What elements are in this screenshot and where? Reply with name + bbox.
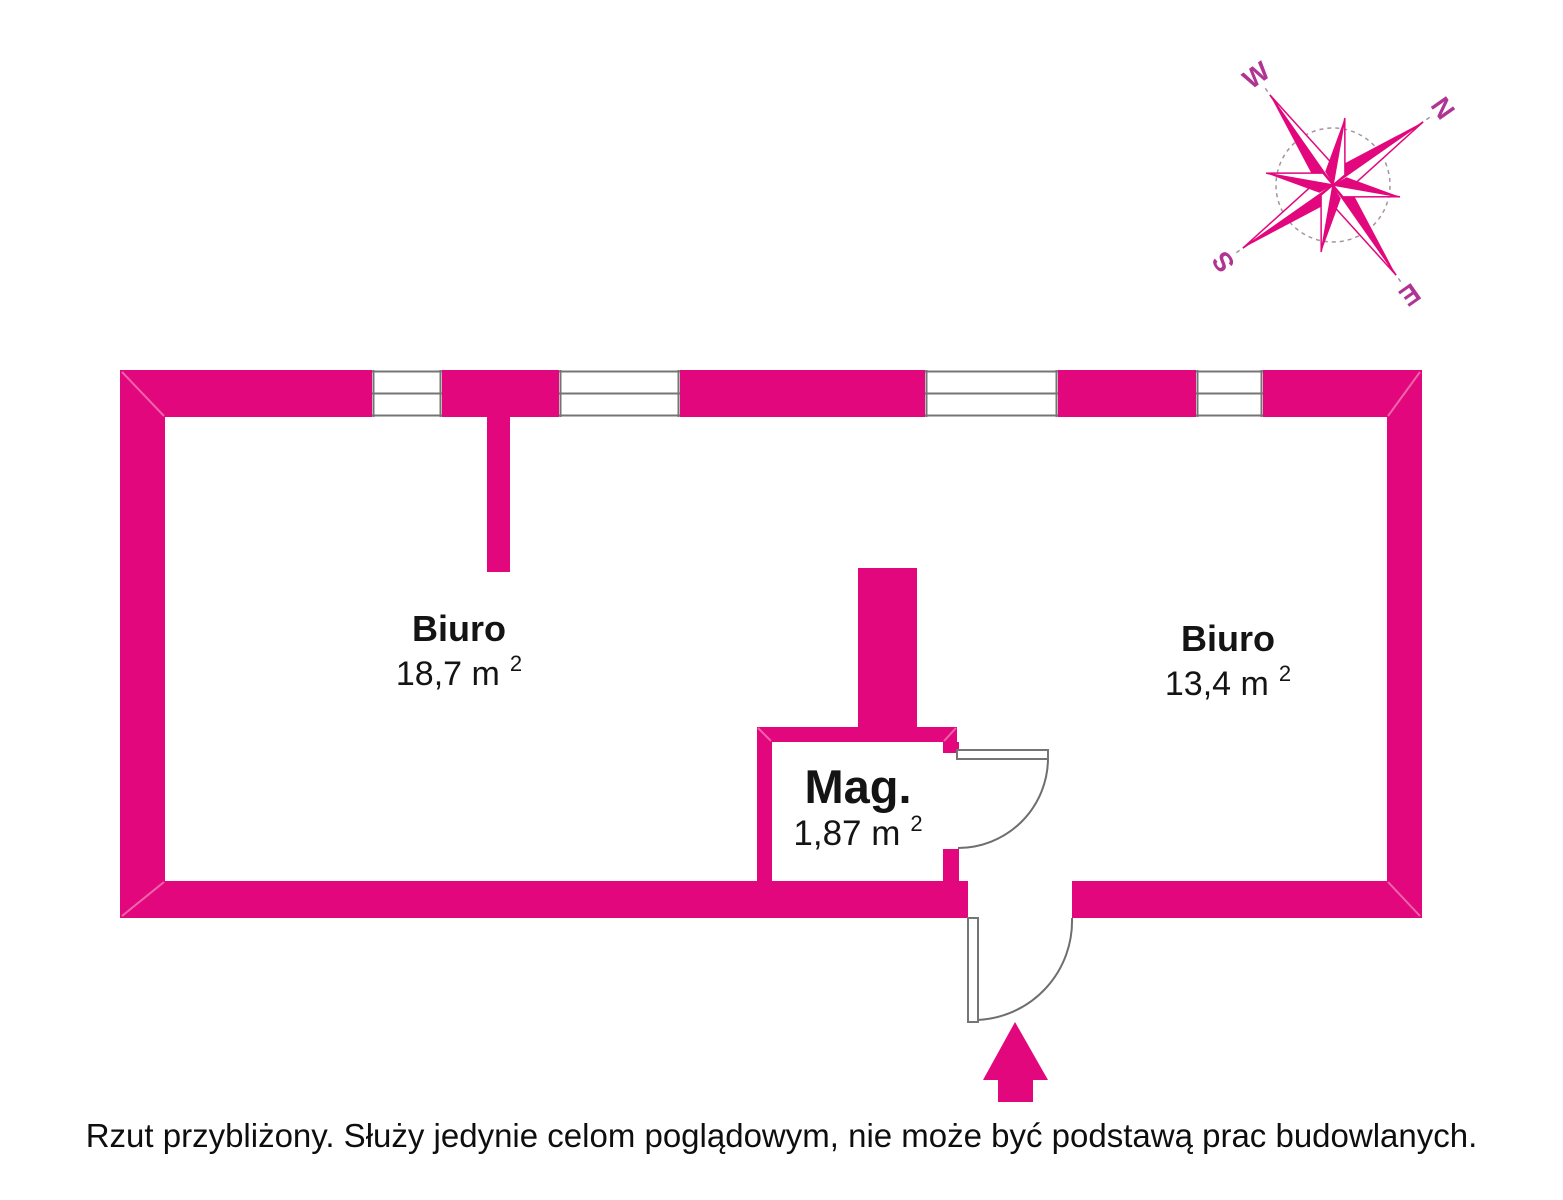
- window: [1196, 370, 1263, 417]
- superscript: 2: [910, 811, 923, 836]
- entrance-arrow-icon: [983, 1022, 1048, 1102]
- compass-letter-w: W: [1237, 55, 1276, 94]
- superscript: 2: [1278, 661, 1292, 686]
- entrance-door: [967, 917, 1074, 1023]
- mag-door: [956, 749, 1049, 849]
- room-name: Mag.: [804, 760, 912, 813]
- room-name: Biuro: [1180, 618, 1275, 659]
- window: [372, 370, 442, 417]
- bottom-wall-segment: [120, 881, 968, 918]
- compass-point-short: [1325, 117, 1346, 187]
- top-wall-segment: [1058, 370, 1196, 417]
- window: [559, 370, 680, 417]
- bottom-wall-segment: [1072, 881, 1422, 918]
- left-wall: [120, 370, 165, 918]
- compass-letter-e: E: [1394, 277, 1426, 312]
- compass-rose-icon: N E S W: [1206, 55, 1461, 312]
- wall-miter-joints: [121, 371, 1421, 917]
- mag-wall-right: [943, 742, 959, 753]
- compass-point-short: [1331, 177, 1401, 198]
- mag-wall-left: [757, 742, 772, 881]
- compass-point-short: [1265, 172, 1335, 193]
- mag-wall-right: [943, 849, 959, 881]
- partition-stub: [487, 417, 510, 572]
- room-name: Biuro: [411, 608, 506, 649]
- top-wall-segment: [442, 370, 559, 417]
- superscript: 2: [509, 651, 523, 676]
- partition-wall: [858, 568, 917, 728]
- walls: [120, 370, 1422, 918]
- compass-point-short: [1320, 183, 1341, 253]
- mag-wall-top: [757, 727, 957, 742]
- right-wall: [1387, 370, 1422, 918]
- disclaimer-text: Rzut przybliżony. Służy jedynie celom po…: [85, 1117, 1478, 1154]
- top-wall-segment: [680, 370, 925, 417]
- compass-letter-s: S: [1206, 246, 1241, 278]
- window: [925, 370, 1058, 417]
- compass-letter-n: N: [1425, 92, 1461, 125]
